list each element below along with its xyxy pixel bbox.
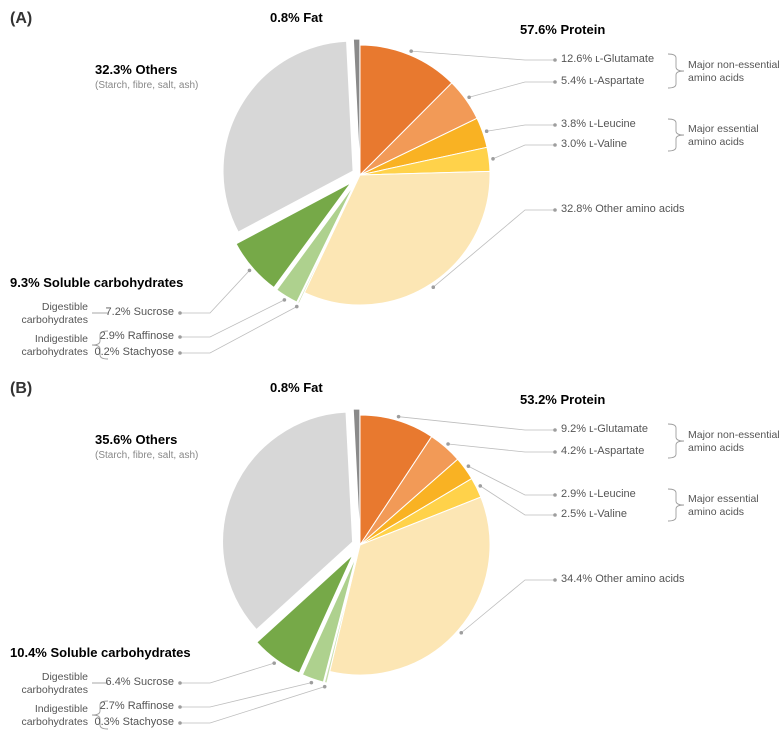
- leader-line: [180, 687, 325, 723]
- leader-line: [180, 683, 311, 707]
- leader-line: [180, 270, 249, 313]
- slice-label: 9.2% ʟ-Glutamate: [561, 423, 648, 435]
- leader-line: [480, 486, 555, 515]
- slice-label: 3.8% ʟ-Leucine: [561, 118, 636, 130]
- brace-label: Indigestiblecarbohydrates: [21, 333, 88, 358]
- slice-label: 3.0% ʟ-Valine: [561, 138, 627, 150]
- group-title: 53.2% Protein: [520, 392, 605, 407]
- slice-label: 6.4% Sucrose: [106, 676, 174, 688]
- slice-label: 2.9% Raffinose: [100, 330, 174, 342]
- leader-line: [469, 82, 555, 97]
- group-title: 32.3% Others: [95, 62, 177, 77]
- brace-label: Major essentialamino acids: [688, 123, 759, 148]
- pie-chart-panel-a: (A)12.6% ʟ-Glutamate5.4% ʟ-Aspartate3.8%…: [0, 0, 783, 360]
- brace-label: Digestiblecarbohydrates: [21, 301, 88, 326]
- brace: [668, 489, 684, 521]
- pie-chart-panel-b: (B)9.2% ʟ-Glutamate4.2% ʟ-Aspartate2.9% …: [0, 370, 783, 730]
- pie-slice: [353, 409, 360, 539]
- brace: [668, 424, 684, 458]
- slice-label: 5.4% ʟ-Aspartate: [561, 75, 644, 87]
- group-title: 35.6% Others: [95, 432, 177, 447]
- leader-line: [180, 663, 274, 683]
- slice-label: 0.2% Stachyose: [95, 346, 175, 358]
- group-subtitle: (Starch, fibre, salt, ash): [95, 450, 198, 461]
- group-title: 0.8% Fat: [270, 10, 323, 25]
- group-title: 10.4% Soluble carbohydrates: [10, 645, 191, 660]
- slice-label: 0.3% Stachyose: [95, 716, 175, 728]
- slice-label: 12.6% ʟ-Glutamate: [561, 53, 654, 65]
- brace-label: Digestiblecarbohydrates: [21, 671, 88, 696]
- leader-line: [399, 417, 555, 430]
- group-title: 9.3% Soluble carbohydrates: [10, 275, 183, 290]
- brace: [668, 54, 684, 88]
- slice-label: 32.8% Other amino acids: [561, 203, 685, 215]
- leader-line: [411, 51, 555, 60]
- brace: [668, 119, 684, 151]
- slice-label: 4.2% ʟ-Aspartate: [561, 445, 644, 457]
- brace-label: Major essentialamino acids: [688, 493, 759, 518]
- slice-label: 34.4% Other amino acids: [561, 573, 685, 585]
- group-title: 57.6% Protein: [520, 22, 605, 37]
- leader-line: [180, 307, 297, 353]
- slice-label: 2.9% ʟ-Leucine: [561, 488, 636, 500]
- leader-line: [180, 300, 284, 337]
- brace-label: Major non-essentialamino acids: [688, 59, 780, 84]
- slice-label: 2.5% ʟ-Valine: [561, 508, 627, 520]
- brace-label: Indigestiblecarbohydrates: [21, 703, 88, 728]
- leader-line: [487, 125, 555, 131]
- pie-slice: [353, 39, 359, 169]
- slice-label: 7.2% Sucrose: [106, 306, 174, 318]
- group-subtitle: (Starch, fibre, salt, ash): [95, 80, 198, 91]
- leader-line: [448, 444, 555, 452]
- slice-label: 2.7% Raffinose: [100, 700, 174, 712]
- group-title: 0.8% Fat: [270, 380, 323, 395]
- leader-line: [468, 466, 555, 495]
- brace-label: Major non-essentialamino acids: [688, 429, 780, 454]
- pie-slice: [304, 171, 490, 305]
- leader-line: [493, 145, 555, 159]
